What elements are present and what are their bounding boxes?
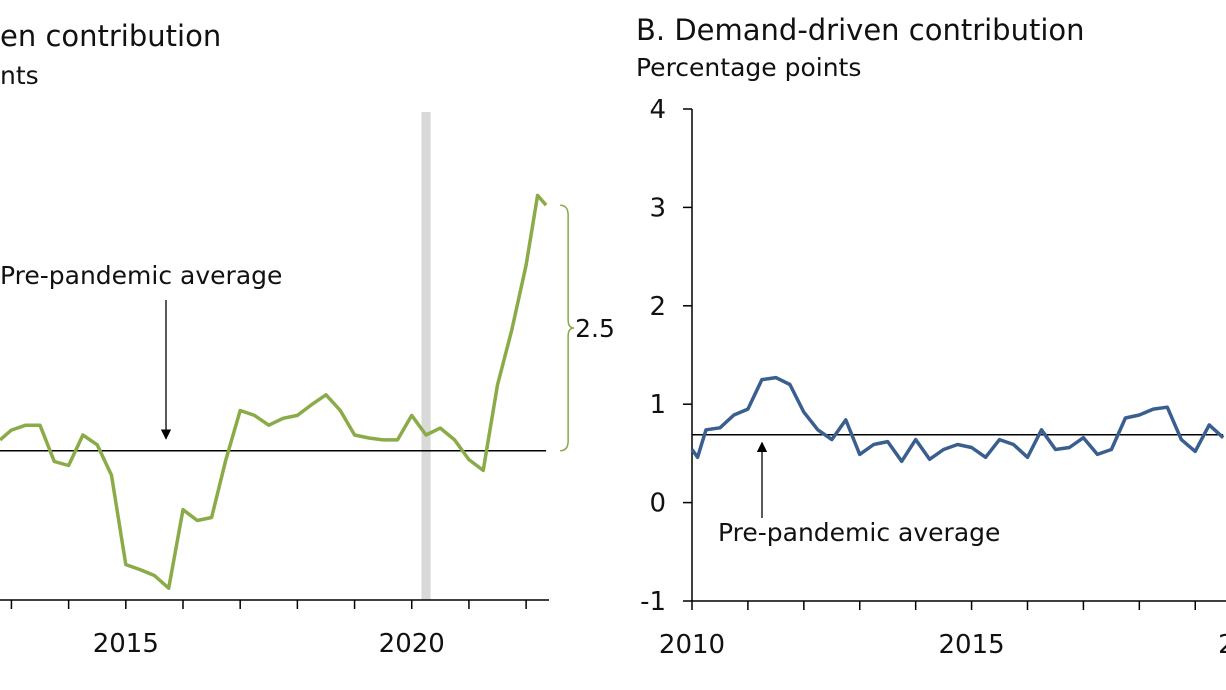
chart-subtitle: Percentage points [636, 53, 861, 82]
x-tick-label: 2015 [93, 629, 159, 659]
data-line [0, 193, 548, 590]
y-tick-label: 3 [649, 193, 666, 223]
x-tick-label: 2015 [938, 630, 1004, 660]
chart-title: B. Demand-driven contribution [636, 13, 1085, 47]
x-tick-label: 2010 [659, 630, 725, 660]
data-line [690, 375, 1225, 464]
y-tick-label: 2 [649, 292, 666, 322]
x-tick-label: 2020 [379, 629, 445, 659]
chart-title: en contribution [0, 19, 221, 53]
annotation: Pre-pandemic average [718, 518, 1000, 547]
recession-band [421, 112, 431, 600]
y-tick-label: -1 [640, 587, 666, 617]
y-tick-label: 4 [649, 95, 666, 125]
y-tick-label: 0 [649, 489, 666, 519]
brace-label: 2.5 [575, 314, 615, 343]
chart-subtitle: nts [0, 61, 39, 90]
y-tick-label: 1 [649, 390, 666, 420]
brace [560, 204, 575, 452]
annotation: Pre-pandemic average [0, 261, 282, 290]
x-tick-label: 2020 [1218, 630, 1226, 660]
